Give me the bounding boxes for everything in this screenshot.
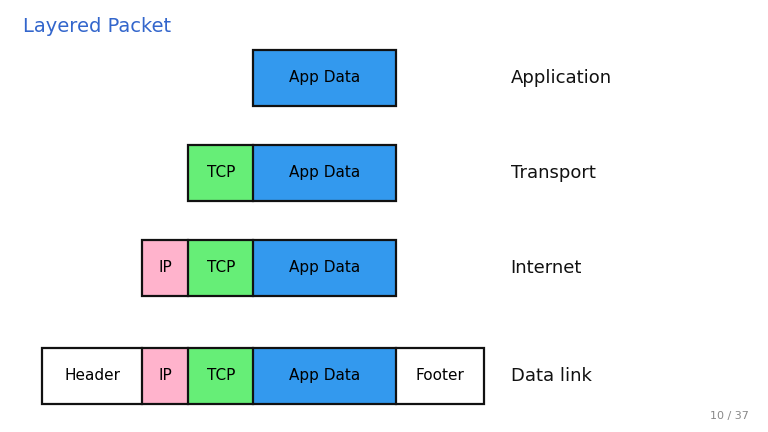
- Bar: [142, 240, 188, 296]
- Bar: [188, 145, 396, 201]
- Bar: [188, 348, 253, 404]
- Text: Footer: Footer: [415, 368, 464, 383]
- Bar: [42, 348, 142, 404]
- Text: TCP: TCP: [207, 165, 235, 180]
- Text: App Data: App Data: [289, 165, 360, 180]
- Bar: [253, 348, 396, 404]
- Text: App Data: App Data: [289, 368, 360, 383]
- Text: App Data: App Data: [289, 260, 360, 275]
- Text: 10 / 37: 10 / 37: [710, 411, 749, 421]
- Bar: [142, 240, 396, 296]
- Text: IP: IP: [158, 368, 172, 383]
- Bar: [253, 50, 396, 106]
- Bar: [188, 145, 253, 201]
- Text: TCP: TCP: [207, 368, 235, 383]
- Text: Application: Application: [511, 69, 612, 87]
- Text: TCP: TCP: [207, 260, 235, 275]
- Bar: [253, 240, 396, 296]
- Bar: [253, 50, 396, 106]
- Bar: [188, 240, 253, 296]
- Text: Internet: Internet: [511, 259, 582, 277]
- Text: Header: Header: [65, 368, 120, 383]
- Bar: [253, 145, 396, 201]
- Bar: [396, 348, 484, 404]
- Bar: [142, 348, 188, 404]
- Text: Transport: Transport: [511, 164, 596, 182]
- Text: App Data: App Data: [289, 70, 360, 85]
- Text: Data link: Data link: [511, 367, 591, 385]
- Bar: [42, 348, 484, 404]
- Text: Layered Packet: Layered Packet: [23, 17, 171, 36]
- Text: IP: IP: [158, 260, 172, 275]
